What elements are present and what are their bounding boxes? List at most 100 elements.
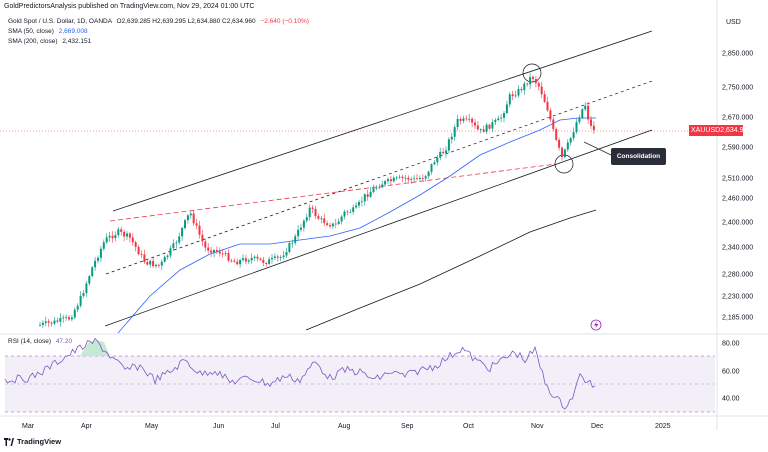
candle-body: [485, 124, 488, 132]
candle-body: [331, 223, 334, 227]
candle-body: [453, 127, 456, 137]
candle-body: [137, 246, 140, 255]
candle-body: [349, 211, 352, 213]
instrument-legend[interactable]: Gold Spot / U.S. Dollar, 1D, OANDA O2,63…: [8, 18, 309, 25]
rsi-line[interactable]: [4, 337, 596, 410]
candle-body: [273, 256, 276, 258]
candle-body: [178, 236, 181, 243]
candle-body: [262, 259, 265, 263]
support-line[interactable]: [109, 163, 557, 222]
sma200-value: 2,432.151: [62, 38, 92, 45]
event-lightning-icon[interactable]: [590, 319, 602, 331]
candle-body: [523, 83, 526, 91]
price-tag-value: 2,634.960: [720, 127, 752, 134]
candle-body: [561, 147, 563, 158]
time-tick-label: Mar: [22, 423, 35, 430]
consolidation-callout[interactable]: Consolidation: [611, 148, 666, 165]
candle-body: [189, 213, 192, 216]
candle-body: [253, 256, 256, 258]
candle-body: [471, 118, 474, 123]
sma200-line[interactable]: [305, 209, 597, 331]
candle-body: [56, 320, 59, 322]
candle-body: [488, 124, 491, 129]
candle-body: [326, 223, 329, 226]
channel-lower-line[interactable]: [104, 129, 653, 327]
candle-body: [123, 231, 126, 237]
candle-body: [88, 276, 91, 284]
sma50-legend[interactable]: SMA (50, close) 2,669.008: [8, 28, 88, 35]
time-tick-label: Aug: [338, 423, 351, 430]
rsi-legend[interactable]: RSI (14, close) 47.20: [8, 338, 72, 345]
candle-body: [462, 118, 465, 121]
candle-body: [218, 251, 221, 254]
candle-body: [250, 257, 253, 261]
candle-body: [381, 184, 384, 188]
price-tick-label: 2,750.000: [722, 85, 753, 92]
candle-body: [300, 227, 302, 230]
candle-body: [259, 258, 262, 260]
candle-body: [517, 88, 520, 96]
candles-group[interactable]: [39, 72, 595, 328]
candle-body: [169, 248, 172, 256]
candle-body: [526, 83, 529, 85]
candle-body: [186, 215, 189, 221]
candle-body: [120, 229, 123, 232]
candle-body: [584, 105, 587, 110]
price-tick-label: 2,280.000: [722, 272, 753, 279]
tradingview-branding[interactable]: TradingView: [4, 437, 61, 446]
footer-brand: TradingView: [17, 437, 62, 446]
sma50-line[interactable]: [117, 117, 596, 334]
price-tick-label: 2,460.000: [722, 196, 753, 203]
candle-body: [146, 262, 149, 265]
candle-body: [566, 142, 569, 150]
candle-body: [447, 139, 450, 151]
candle-body: [407, 177, 410, 180]
candle-body: [143, 254, 146, 263]
channel-upper-line[interactable]: [112, 30, 653, 212]
candle-body: [378, 187, 381, 189]
candle-body: [82, 292, 85, 296]
time-axis[interactable]: Mar Apr May Jun Jul Aug Sep Oct Nov Dec 2025: [22, 423, 671, 430]
candle-body: [581, 109, 584, 118]
channel-mid-line[interactable]: [105, 80, 653, 275]
candle-body: [387, 179, 389, 182]
rsi-tick-label: 40.00: [722, 396, 740, 403]
candle-body: [520, 88, 523, 91]
candle-body: [555, 129, 558, 140]
candle-body: [549, 110, 552, 120]
price-pane[interactable]: [0, 0, 717, 333]
rsi-axis[interactable]: 80.00 60.00 40.00: [722, 341, 740, 403]
candle-body: [297, 229, 300, 237]
candle-body: [392, 177, 395, 182]
candle-body: [418, 178, 421, 179]
price-tick-label: 2,590.000: [722, 145, 753, 152]
price-tick-label: 2,230.000: [722, 294, 753, 301]
candle-body: [355, 205, 358, 208]
candle-body: [140, 254, 143, 255]
candle-body: [494, 120, 497, 123]
candle-body: [569, 138, 572, 143]
candle-body: [360, 201, 363, 203]
candle-body: [160, 261, 163, 266]
candle-body: [401, 176, 404, 178]
candle-body: [294, 236, 297, 243]
candle-body: [592, 125, 595, 131]
candle-body: [479, 129, 482, 131]
sma200-legend[interactable]: SMA (200, close) 2,432.151: [8, 38, 91, 45]
candle-body: [352, 207, 355, 212]
price-axis[interactable]: 2,850.000 2,750.000 2,670.000 2,590.000 2,51…: [722, 51, 753, 322]
candle-body: [529, 77, 532, 85]
candle-body: [285, 252, 288, 256]
candle-body: [439, 151, 442, 158]
candle-body: [85, 283, 88, 293]
candle-body: [445, 150, 447, 154]
candle-body: [334, 223, 337, 225]
candle-body: [131, 237, 134, 243]
time-tick-label: Oct: [463, 423, 474, 430]
candle-body: [50, 322, 53, 324]
price-tag-symbol: XAUUSD: [691, 127, 721, 134]
candle-body: [236, 261, 239, 265]
candle-body: [291, 242, 294, 244]
candle-body: [491, 122, 494, 129]
